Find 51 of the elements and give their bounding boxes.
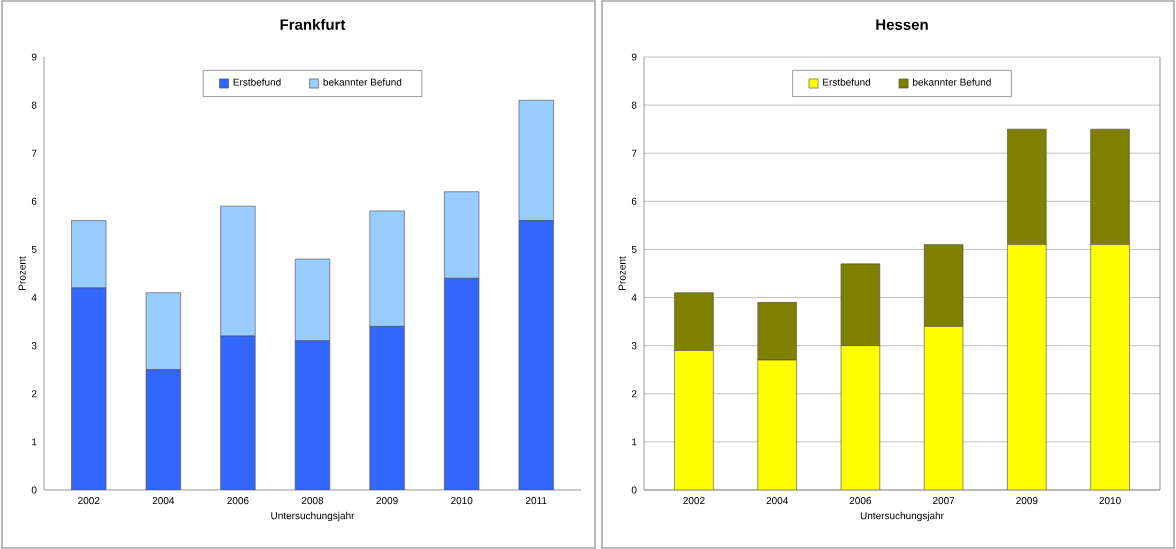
bar — [840, 345, 881, 490]
x-tick-label: 2011 — [526, 497, 547, 505]
y-tick-label: 5 — [631, 245, 637, 253]
y-tick-label: 9 — [631, 53, 637, 61]
y-tick-label: 5 — [31, 245, 37, 253]
y-axis-title: Prozent — [618, 256, 626, 290]
y-tick-label: 2 — [631, 390, 637, 398]
y-tick-label: 7 — [631, 149, 637, 157]
y-tick-label: 1 — [32, 438, 37, 446]
x-tick-label: 2010 — [1099, 497, 1121, 505]
y-tick-label: 8 — [631, 101, 637, 109]
legend-label: bekannter Befund — [323, 78, 402, 86]
x-tick-label: 2009 — [376, 497, 398, 505]
y-tick-label: 6 — [31, 197, 37, 205]
y-tick-label: 0 — [631, 486, 637, 494]
y-tick-label: 7 — [31, 149, 37, 157]
y-tick-label: 3 — [631, 342, 637, 350]
bar — [757, 302, 797, 361]
bar — [674, 350, 714, 490]
y-axis-title: Prozent — [18, 256, 26, 290]
bar — [1007, 244, 1047, 490]
chart-title: Frankfurt — [280, 18, 346, 30]
bar — [1090, 244, 1130, 490]
bar — [757, 359, 797, 490]
x-tick-label: 2006 — [227, 497, 249, 505]
x-tick-label: 2008 — [301, 497, 324, 505]
y-tick-label: 4 — [31, 294, 37, 301]
y-tick-label: 1 — [632, 438, 637, 446]
x-tick-label: 2004 — [766, 497, 788, 505]
y-tick-label: 3 — [31, 342, 37, 350]
x-tick-label: 2009 — [1016, 497, 1038, 505]
y-tick-label: 6 — [631, 197, 637, 205]
x-tick-label: 2004 — [152, 497, 175, 505]
bar — [840, 263, 881, 346]
x-tick-label: 2002 — [683, 497, 705, 505]
bar — [923, 326, 964, 490]
y-tick-label: 8 — [31, 101, 37, 109]
legend-label: bekannter Befund — [913, 78, 991, 86]
x-tick-label: 2002 — [78, 497, 100, 505]
legend-label: Erstbefund — [233, 78, 281, 86]
x-axis-title: Untersuchungsjahr — [860, 511, 944, 522]
chart-title: Hessen — [876, 19, 928, 30]
x-tick-label: 2007 — [933, 497, 955, 505]
y-tick-label: 9 — [31, 53, 37, 61]
y-tick-label: 0 — [31, 486, 37, 494]
x-tick-label: 2010 — [451, 497, 473, 505]
y-tick-label: 2 — [31, 390, 37, 398]
y-tick-label: 4 — [631, 294, 637, 301]
x-axis-title: Untersuchungsjahr — [271, 511, 355, 522]
legend-label: Erstbefund — [823, 78, 871, 86]
x-tick-label: 2006 — [849, 497, 872, 505]
